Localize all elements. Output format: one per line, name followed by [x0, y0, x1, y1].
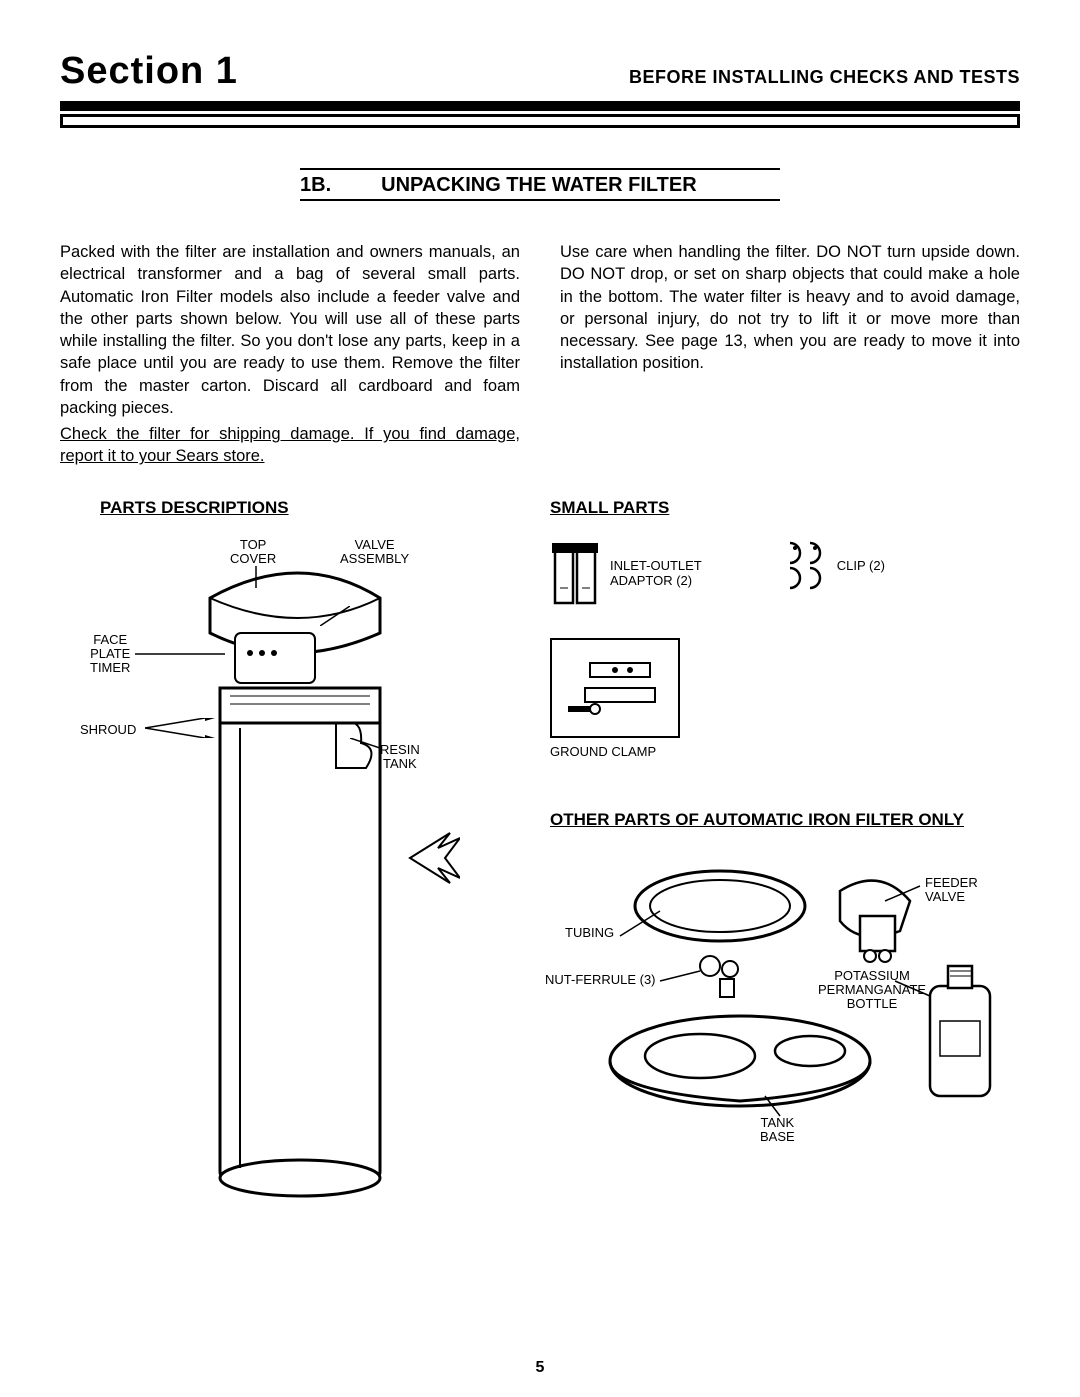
body-right-column: Use care when handling the filter. DO NO… [560, 241, 1020, 468]
filter-illustration [150, 538, 460, 1218]
inlet-outlet-label: INLET-OUTLETADAPTOR (2) [610, 558, 702, 588]
label-nut-ferrule: NUT-FERRULE (3) [545, 973, 656, 987]
page-number: 5 [0, 1359, 1080, 1377]
right-diagrams-panel: SMALL PARTS INLET-OUTLETADAPTOR (2) [550, 498, 1020, 1228]
iron-filter-diagram: TUBING NUT-FERRULE (3) FEEDER VALVE POTA… [550, 851, 1020, 1151]
clip-label: CLIP (2) [837, 558, 885, 573]
clip-icon [782, 538, 827, 593]
ground-clamp-item: GROUND CLAMP [550, 638, 1020, 759]
thick-rule [60, 101, 1020, 111]
parts-descriptions-panel: PARTS DESCRIPTIONS [60, 498, 520, 1228]
label-potassium: POTASSIUMPERMANGANATEBOTTLE [818, 969, 926, 1012]
clip-item: CLIP (2) [782, 538, 885, 593]
small-parts-row: INLET-OUTLETADAPTOR (2) CLIP (2) [550, 538, 1020, 608]
label-feeder-valve: FEEDER VALVE [925, 876, 1020, 905]
body-left-para: Packed with the filter are installation … [60, 241, 520, 419]
other-parts-heading: OTHER PARTS OF AUTOMATIC IRON FILTER ONL… [550, 809, 1020, 831]
label-tubing: TUBING [565, 926, 614, 940]
body-left-underlined: Check the filter for shipping damage. If… [60, 423, 520, 468]
ground-clamp-icon [560, 648, 670, 728]
box-rule [60, 114, 1020, 128]
body-right-para: Use care when handling the filter. DO NO… [560, 241, 1020, 375]
section-title: Section 1 [60, 50, 238, 93]
inlet-outlet-icon [550, 538, 600, 608]
ground-clamp-label: GROUND CLAMP [550, 744, 1020, 759]
subsection-number: 1B. [300, 174, 331, 197]
header-right-label: BEFORE INSTALLING CHECKS AND TESTS [629, 67, 1020, 88]
label-top-cover: TOPCOVER [230, 538, 276, 567]
subsection-heading: 1B. UNPACKING THE WATER FILTER [300, 168, 780, 201]
label-valve-assembly: VALVEASSEMBLY [340, 538, 409, 567]
body-columns: Packed with the filter are installation … [60, 241, 1020, 468]
page-header: Section 1 BEFORE INSTALLING CHECKS AND T… [60, 50, 1020, 93]
subsection-title-text: UNPACKING THE WATER FILTER [381, 174, 697, 197]
ground-clamp-box [550, 638, 680, 738]
parts-desc-heading: PARTS DESCRIPTIONS [100, 498, 520, 518]
label-shroud: SHROUD [80, 723, 136, 737]
main-filter-diagram: TOPCOVER VALVEASSEMBLY FACEPLATETIMER SH… [60, 538, 520, 1228]
label-resin-tank: RESINTANK [380, 743, 420, 772]
small-parts-heading: SMALL PARTS [550, 498, 1020, 518]
diagrams-region: PARTS DESCRIPTIONS [60, 498, 1020, 1228]
label-tank-base: TANKBASE [760, 1116, 795, 1145]
label-face-plate-timer: FACEPLATETIMER [90, 633, 130, 676]
inlet-outlet-adaptor-item: INLET-OUTLETADAPTOR (2) [550, 538, 702, 608]
body-left-column: Packed with the filter are installation … [60, 241, 520, 468]
